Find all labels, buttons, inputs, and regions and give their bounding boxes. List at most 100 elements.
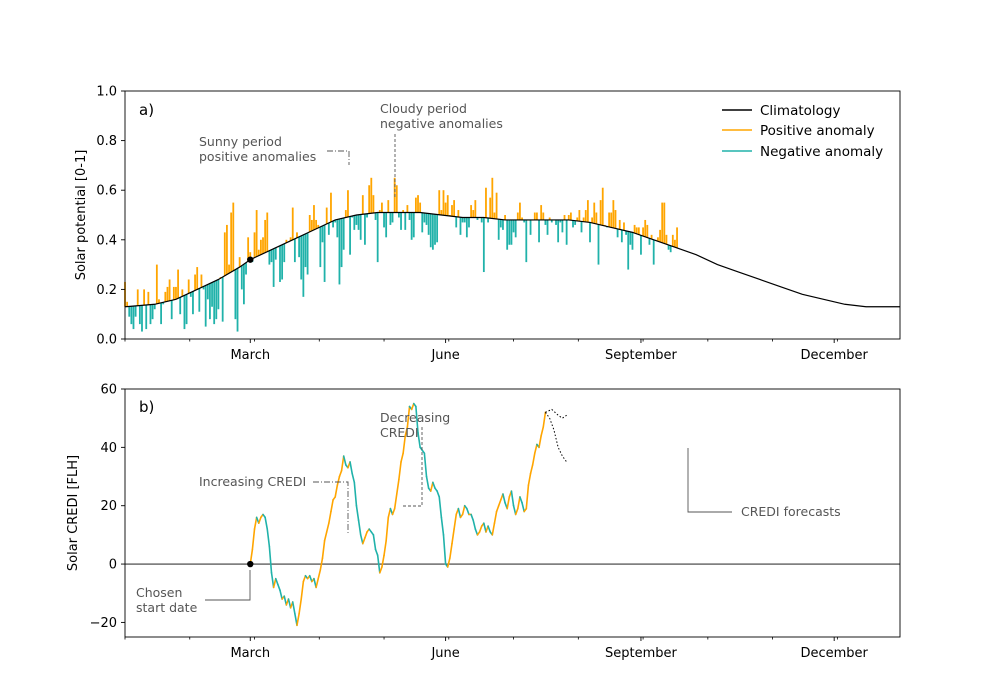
credi-rising-segment — [527, 472, 532, 487]
positive-anomaly-bar — [608, 212, 611, 227]
x-ticks-a: March June September December — [124, 339, 869, 363]
negative-anomaly-bar — [546, 219, 549, 235]
negative-anomaly-bar — [355, 215, 358, 225]
negative-anomaly-bar — [130, 306, 133, 325]
axes-frame-b — [124, 388, 901, 638]
credi-falling-segment — [355, 504, 360, 522]
positive-anomaly-bar — [591, 217, 594, 223]
negative-anomaly-bar — [170, 300, 173, 320]
y-axis-label-b: Solar CREDI [FLH] — [66, 455, 81, 571]
positive-anomaly-bar — [381, 202, 383, 213]
y-tick-label: 60 — [100, 383, 117, 398]
positive-anomaly-bar — [665, 234, 668, 245]
increasing-annotation: Increasing CREDI — [199, 474, 306, 489]
negative-anomaly-bar — [506, 219, 509, 250]
negative-anomaly-bar — [357, 214, 360, 230]
positive-anomaly-bar — [504, 215, 506, 220]
negative-anomaly-bar — [300, 235, 303, 280]
credi-rising-segment — [478, 525, 483, 533]
credi-rising-segment — [497, 499, 502, 507]
credi-rising-segment — [538, 434, 542, 449]
positive-anomaly-bar — [453, 200, 456, 217]
chosen-annotation-line2: start date — [136, 600, 198, 615]
negative-anomaly-bar — [529, 219, 532, 235]
negative-anomaly-bar — [198, 288, 201, 312]
credi-rising-segment — [251, 528, 256, 551]
credi-falling-segment — [440, 516, 445, 536]
negative-anomaly-bar — [138, 305, 141, 325]
credi-falling-segment — [349, 461, 353, 475]
increasing-leader-line — [313, 481, 349, 535]
credi-falling-segment — [466, 507, 470, 516]
credi-falling-segment — [483, 522, 487, 533]
decreasing-leader-line — [403, 427, 423, 507]
credi-rising-segment — [315, 577, 320, 589]
credi-falling-segment — [502, 493, 506, 504]
negative-anomaly-bar — [349, 216, 351, 255]
positive-anomaly-bar — [308, 215, 311, 232]
negative-anomaly-bar — [283, 243, 286, 263]
positive-anomaly-bar — [330, 192, 332, 222]
credi-rising-segment — [383, 539, 387, 557]
credi-rising-segment — [453, 513, 458, 530]
credi-rising-segment — [328, 510, 332, 525]
credi-rising-segment — [517, 496, 521, 510]
positive-anomaly-bar — [661, 202, 664, 243]
positive-anomaly-bar — [576, 217, 579, 221]
credi-rising-segment — [449, 542, 453, 560]
credi-rising-segment — [514, 507, 519, 516]
negative-anomaly-bar — [461, 217, 464, 223]
credi-rising-segment — [257, 516, 262, 525]
negative-anomaly-bar — [353, 215, 356, 230]
negative-anomaly-bar — [423, 213, 426, 223]
positive-anomaly-bar — [542, 212, 545, 220]
positive-anomaly-bar — [516, 212, 519, 220]
y-tick-label: −20 — [90, 616, 117, 631]
credi-falling-segment — [376, 554, 381, 574]
positive-anomaly-bar — [238, 257, 241, 268]
credi-falling-segment — [291, 601, 296, 615]
credi-rising-segment — [529, 464, 534, 475]
positive-anomaly-bar — [226, 224, 228, 275]
positive-anomaly-bar — [296, 232, 298, 238]
credi-line — [249, 402, 547, 627]
negative-anomaly-bar — [234, 269, 237, 320]
x-ticks-b: March June September December — [124, 637, 869, 661]
credi-rising-segment — [317, 569, 322, 580]
credi-rising-segment — [451, 528, 455, 545]
credi-rising-segment — [336, 475, 341, 487]
positive-anomaly-bar — [264, 219, 267, 253]
negative-anomaly-bar — [510, 219, 513, 245]
negative-anomaly-bar — [153, 304, 156, 310]
negative-anomaly-bar — [359, 214, 362, 240]
positive-anomaly-bar — [676, 227, 678, 248]
negative-anomaly-bar — [162, 302, 165, 305]
positive-anomaly-bar — [370, 177, 373, 214]
negative-anomaly-bar — [459, 217, 462, 235]
forecast-line — [545, 412, 568, 463]
y-axis-label-a: Solar potential [0-1] — [74, 150, 89, 281]
positive-anomaly-bar — [177, 269, 179, 299]
positive-anomaly-bar — [310, 219, 313, 231]
positive-anomaly-bar — [446, 195, 449, 216]
negative-anomaly-bar — [306, 232, 309, 275]
positive-anomaly-bar — [158, 299, 160, 304]
credi-falling-segment — [487, 525, 492, 533]
credi-rising-segment — [296, 612, 300, 627]
negative-anomaly-bar — [631, 232, 634, 250]
credi-falling-segment — [277, 583, 281, 592]
positive-anomaly-bar — [223, 232, 226, 276]
positive-anomaly-bar — [402, 210, 405, 213]
credi-rising-segment — [378, 566, 383, 574]
positive-anomaly-bar — [485, 187, 487, 218]
credi-falling-segment — [342, 455, 347, 466]
credi-rising-segment — [446, 557, 451, 568]
credi-rising-segment — [406, 405, 411, 428]
negative-anomaly-bar — [508, 219, 511, 245]
positive-anomaly-bar — [637, 227, 640, 235]
x-tick-label: March — [230, 646, 270, 661]
credi-falling-segment — [308, 574, 313, 583]
climatology-line — [124, 211, 900, 308]
positive-anomaly-bar — [623, 222, 625, 231]
negative-anomaly-bar — [364, 214, 366, 245]
